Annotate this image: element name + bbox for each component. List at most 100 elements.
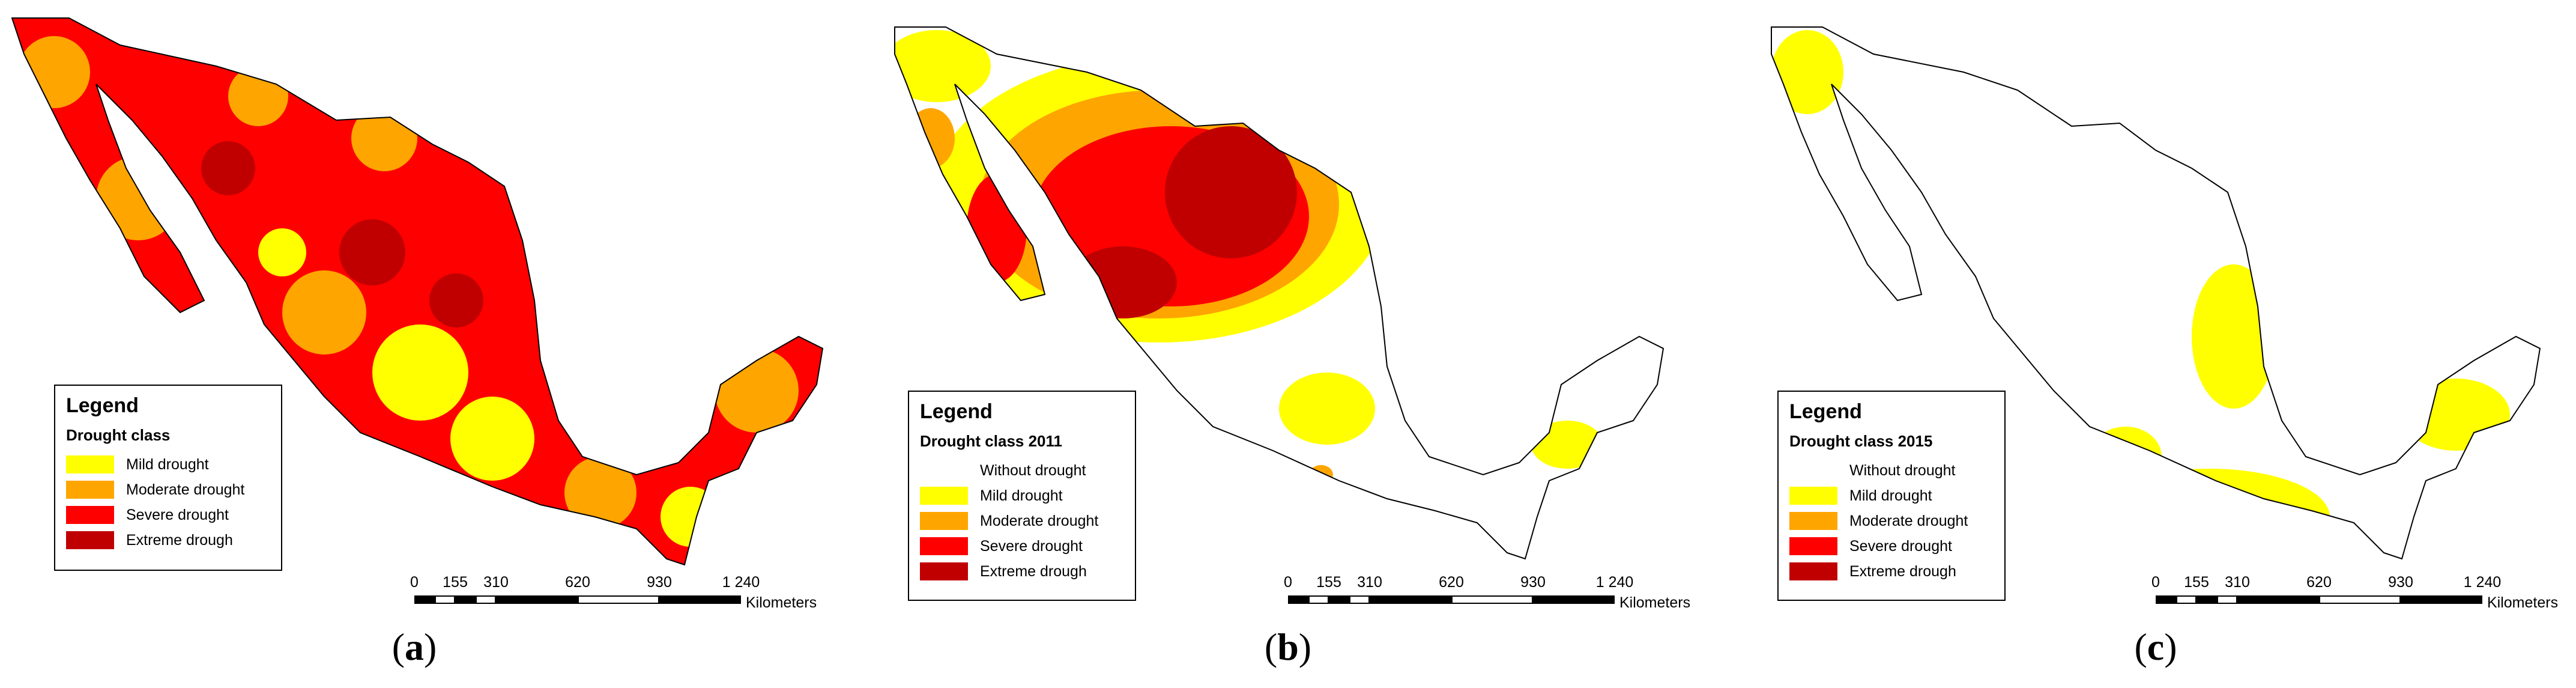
scale-segment xyxy=(1451,595,1533,604)
map-panel-b: Legend Drought class 2011 Without drough… xyxy=(859,0,1717,688)
scale-tick: 620 xyxy=(565,574,590,591)
legend-box: Legend Drought class Mild drought Modera… xyxy=(54,385,282,571)
moderate-drought-region xyxy=(2180,493,2276,541)
severe-drought-region xyxy=(2210,504,2258,530)
mexico-map-b xyxy=(894,26,1664,559)
legend-label: Moderate drought xyxy=(1849,512,1968,529)
legend-item: Extreme drough xyxy=(66,528,270,553)
legend-item: Without drought xyxy=(1789,458,1994,483)
scale-segment xyxy=(2237,595,2319,604)
scale-segment xyxy=(496,595,578,604)
map-panel-a: Legend Drought class Mild drought Modera… xyxy=(0,0,859,688)
scale-units: Kilometers xyxy=(746,594,817,611)
scale-segment xyxy=(2217,595,2237,604)
mild-drought-region xyxy=(258,228,306,276)
scale-tick: 930 xyxy=(1520,574,1546,591)
legend-item: Extreme drough xyxy=(920,559,1124,584)
map-panel-c: Legend Drought class 2015 Without drough… xyxy=(1717,0,2576,688)
legend-item: Severe drought xyxy=(920,534,1124,559)
legend-swatch xyxy=(920,562,968,580)
scale-segment xyxy=(435,595,455,604)
legend-label: Mild drought xyxy=(980,487,1063,504)
legend-title: Legend xyxy=(920,400,993,423)
scale-segments xyxy=(2156,595,2482,604)
moderate-drought-region xyxy=(1309,465,1333,484)
mild-drought-region xyxy=(1771,30,1843,114)
mild-drought-region xyxy=(1531,421,1603,469)
moderate-drought-region xyxy=(351,105,417,171)
mild-drought-region xyxy=(895,30,991,102)
extreme-drought-region xyxy=(1165,126,1297,258)
mild-drought-region xyxy=(2090,427,2162,487)
scale-tick: 155 xyxy=(2184,574,2209,591)
legend-item: Mild drought xyxy=(1789,483,1994,508)
scale-segment xyxy=(2197,595,2217,604)
extreme-drought-region xyxy=(201,141,255,195)
mild-drought-region xyxy=(2192,264,2276,409)
scale-segment xyxy=(2176,595,2197,604)
legend-title: Legend xyxy=(66,394,139,417)
legend-swatch xyxy=(920,461,968,479)
scale-tick: 0 xyxy=(410,574,419,591)
mild-drought-region xyxy=(1279,373,1375,445)
scale-tick: 310 xyxy=(1357,574,1382,591)
scale-segment xyxy=(2319,595,2401,604)
extreme-drought-region xyxy=(2229,510,2251,524)
scale-tick: 1 240 xyxy=(2463,574,2502,591)
legend-label: Without drought xyxy=(1849,461,1956,479)
moderate-drought-region xyxy=(228,66,288,126)
legend-subtitle: Drought class 2011 xyxy=(920,432,1062,450)
scale-segments xyxy=(414,595,741,604)
legend-box: Legend Drought class 2011 Without drough… xyxy=(908,391,1136,601)
panel-letter: c xyxy=(2147,626,2165,668)
legend-label: Extreme drough xyxy=(1849,562,1956,580)
scale-tick: 620 xyxy=(1439,574,1464,591)
panel-caption: (b) xyxy=(1264,626,1312,668)
legend-swatch xyxy=(66,506,114,524)
panel-letter: b xyxy=(1277,626,1299,668)
scale-segment xyxy=(2156,595,2176,604)
legend-swatch xyxy=(66,531,114,549)
legend-subtitle: Drought class xyxy=(66,426,171,444)
panel-caption: (a) xyxy=(392,626,437,668)
legend-swatch xyxy=(920,487,968,505)
legend-swatch xyxy=(1789,537,1837,555)
legend-subtitle: Drought class 2015 xyxy=(1789,432,1933,450)
panel-caption: (c) xyxy=(2134,626,2177,668)
mild-drought-region xyxy=(2090,469,2330,559)
scale-segments xyxy=(1288,595,1615,604)
scale-segment xyxy=(1288,595,1308,604)
scale-segment xyxy=(1349,595,1370,604)
scale-segment xyxy=(659,595,741,604)
legend-label: Severe drought xyxy=(1849,537,1952,555)
moderate-drought-region xyxy=(564,457,636,529)
legend-item: Mild drought xyxy=(66,452,270,477)
legend-label: Extreme drough xyxy=(980,562,1087,580)
legend-swatch xyxy=(1789,461,1837,479)
moderate-drought-region xyxy=(96,156,180,240)
legend-item: Moderate drought xyxy=(66,477,270,502)
moderate-drought-region xyxy=(18,36,90,108)
legend-swatch xyxy=(920,537,968,555)
scale-bar: 0 155 310 620 930 1 240 Kilometers xyxy=(1284,574,1708,616)
legend-item: Severe drought xyxy=(66,502,270,528)
legend-label: Severe drought xyxy=(980,537,1083,555)
legend-label: Moderate drought xyxy=(980,512,1099,529)
scale-segment xyxy=(578,595,659,604)
legend-box: Legend Drought class 2015 Without drough… xyxy=(1777,391,2006,601)
scale-tick: 1 240 xyxy=(722,574,760,591)
scale-segment xyxy=(414,595,435,604)
scale-segment xyxy=(1370,595,1451,604)
scale-tick: 0 xyxy=(1284,574,1292,591)
legend-item: Moderate drought xyxy=(1789,508,1994,534)
scale-units: Kilometers xyxy=(2487,594,2559,611)
extreme-drought-region xyxy=(339,219,405,285)
mild-drought-region xyxy=(372,324,468,421)
scale-segment xyxy=(1308,595,1329,604)
legend-swatch xyxy=(66,455,114,473)
scale-tick: 310 xyxy=(2225,574,2250,591)
scale-segment xyxy=(1533,595,1615,604)
legend-swatch xyxy=(66,481,114,499)
panel-letter: a xyxy=(405,626,424,668)
scale-segment xyxy=(1329,595,1349,604)
